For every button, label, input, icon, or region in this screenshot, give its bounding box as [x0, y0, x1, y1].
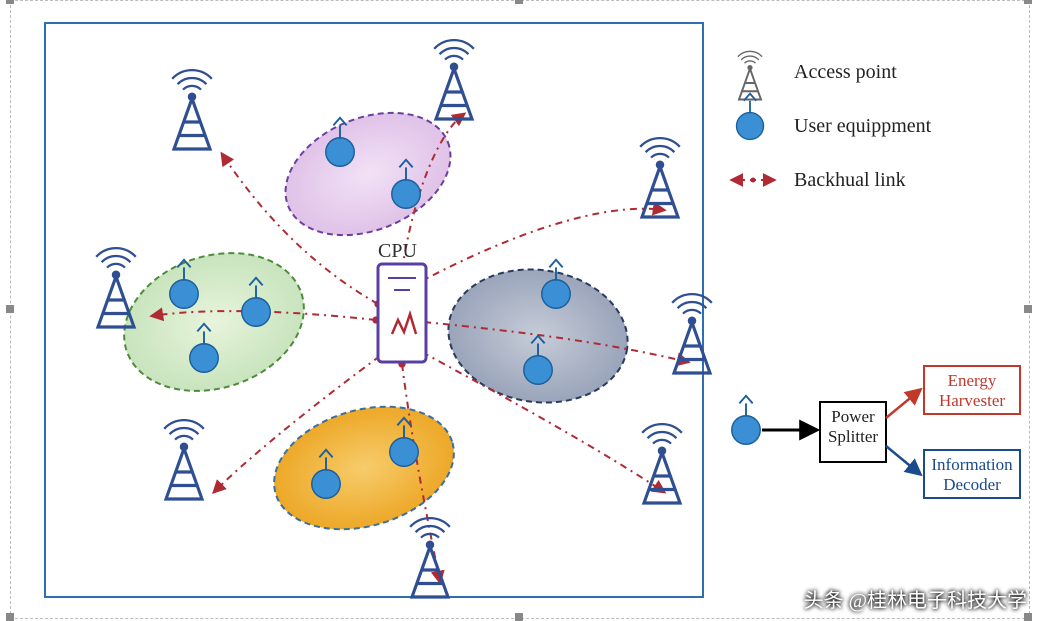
svg-text:Energy: Energy	[948, 371, 997, 390]
access-point-icon	[640, 138, 680, 217]
access-point-icon	[672, 294, 712, 373]
coverage-blob	[260, 387, 469, 549]
user-equipment-icon	[737, 94, 764, 140]
legend-label: Backhual link	[794, 169, 906, 191]
svg-text:Power: Power	[831, 407, 875, 426]
cpu-label: CPU	[378, 240, 417, 263]
svg-text:Splitter: Splitter	[828, 427, 878, 446]
access-point-icon	[164, 420, 204, 499]
diagram-svg: Access point User equippment Backhual link…	[0, 0, 1037, 619]
access-point-icon	[410, 518, 450, 597]
user-equipment-icon	[542, 260, 571, 308]
user-equipment-icon	[732, 396, 761, 444]
access-point-icon	[434, 40, 474, 119]
access-point-icon	[642, 424, 682, 503]
access-point-icon	[172, 70, 212, 149]
svg-text:Harvester: Harvester	[939, 391, 1005, 410]
page: Access point User equippment Backhual link…	[0, 0, 1037, 619]
svg-text:Decoder: Decoder	[943, 475, 1001, 494]
legend-label: Access point	[794, 61, 897, 83]
svg-text:Information: Information	[931, 455, 1013, 474]
watermark: 头条 @桂林电子科技大学	[804, 584, 1027, 613]
legend-label: User equippment	[794, 115, 932, 137]
coverage-blob	[106, 231, 322, 413]
access-point-icon	[96, 248, 136, 327]
